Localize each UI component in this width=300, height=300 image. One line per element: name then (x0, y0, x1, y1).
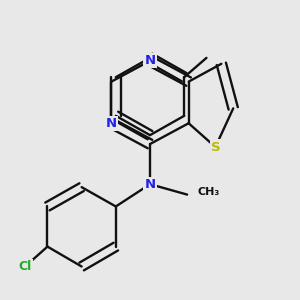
Text: N: N (144, 178, 156, 191)
Text: S: S (211, 140, 220, 154)
Text: N: N (106, 117, 117, 130)
Text: CH₃: CH₃ (198, 187, 220, 196)
Text: Cl: Cl (19, 260, 32, 273)
Text: N: N (144, 54, 156, 67)
